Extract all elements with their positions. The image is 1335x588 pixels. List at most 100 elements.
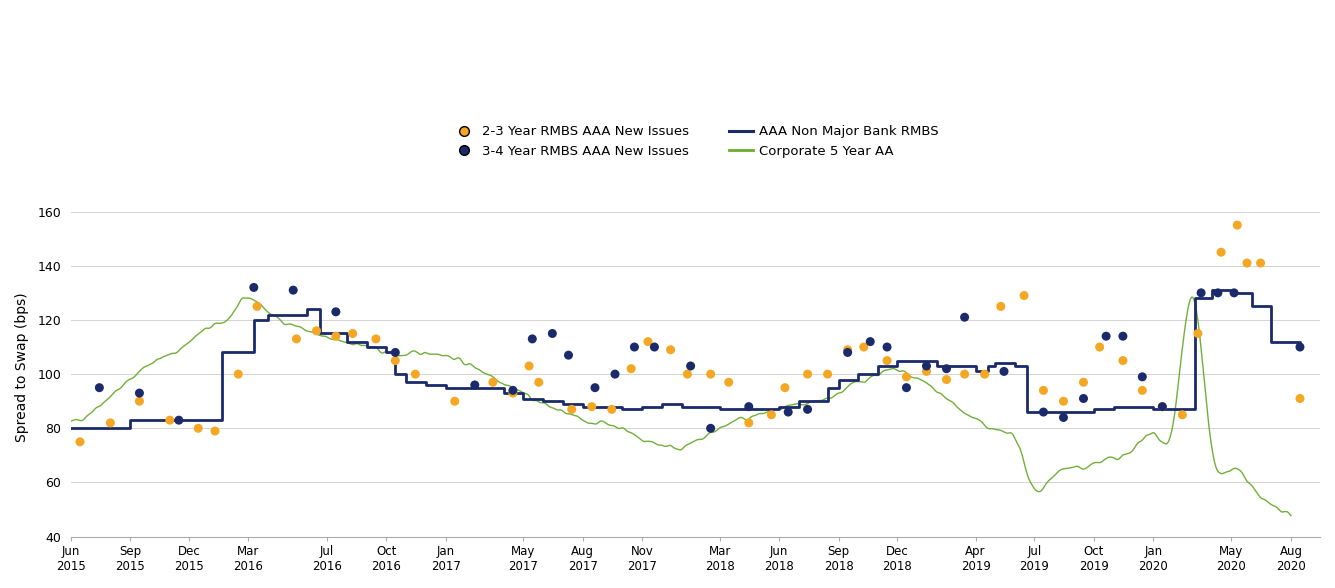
Point <box>168 416 190 425</box>
Point <box>1132 386 1153 395</box>
Point <box>100 418 121 427</box>
Point <box>1112 332 1133 341</box>
Point <box>326 307 347 316</box>
Point <box>955 313 976 322</box>
Point <box>637 337 658 346</box>
Point <box>1250 258 1271 268</box>
Point <box>936 375 957 384</box>
Point <box>204 426 226 436</box>
Point <box>797 405 818 414</box>
Point <box>991 302 1012 311</box>
Point <box>128 389 150 398</box>
Point <box>623 342 645 352</box>
Point <box>761 410 782 419</box>
Point <box>1053 396 1075 406</box>
Point <box>1236 258 1258 268</box>
Point <box>482 377 503 387</box>
Point <box>621 364 642 373</box>
Point <box>1073 394 1095 403</box>
Point <box>955 369 976 379</box>
Point <box>384 356 406 365</box>
Point <box>1187 329 1208 338</box>
Point <box>306 326 327 336</box>
Point <box>680 361 701 370</box>
Point <box>518 361 539 370</box>
Point <box>445 396 466 406</box>
Point <box>1033 407 1055 417</box>
Point <box>738 418 760 427</box>
Point <box>677 369 698 379</box>
Point <box>837 345 858 355</box>
Point <box>738 402 760 412</box>
Point <box>1191 288 1212 298</box>
Point <box>1132 372 1153 382</box>
Point <box>227 369 248 379</box>
Point <box>700 423 721 433</box>
Point <box>700 369 721 379</box>
Point <box>1053 413 1075 422</box>
Point <box>405 369 426 379</box>
Point <box>88 383 109 392</box>
Point <box>1227 220 1248 230</box>
Point <box>797 369 818 379</box>
Point <box>581 402 602 412</box>
Point <box>1290 394 1311 403</box>
Point <box>817 369 838 379</box>
Point <box>993 367 1015 376</box>
Point <box>975 369 996 379</box>
Point <box>601 405 622 414</box>
Point <box>837 348 858 357</box>
Point <box>876 356 897 365</box>
Point <box>774 383 796 392</box>
Point <box>1152 402 1173 412</box>
Legend: 2-3 Year RMBS AAA New Issues, 3-4 Year RMBS AAA New Issues, AAA Non Major Bank R: 2-3 Year RMBS AAA New Issues, 3-4 Year R… <box>447 120 944 163</box>
Point <box>860 337 881 346</box>
Point <box>1172 410 1193 419</box>
Point <box>247 302 268 311</box>
Point <box>659 345 681 355</box>
Point <box>936 364 957 373</box>
Point <box>876 342 897 352</box>
Point <box>643 342 665 352</box>
Point <box>896 383 917 392</box>
Point <box>243 283 264 292</box>
Y-axis label: Spread to Swap (bps): Spread to Swap (bps) <box>15 293 29 442</box>
Point <box>1223 288 1244 298</box>
Point <box>777 407 798 417</box>
Point <box>718 377 740 387</box>
Point <box>502 389 523 398</box>
Point <box>1152 402 1173 412</box>
Point <box>558 350 579 360</box>
Point <box>522 334 543 343</box>
Point <box>283 285 304 295</box>
Point <box>561 405 582 414</box>
Point <box>465 380 486 390</box>
Point <box>1207 288 1228 298</box>
Point <box>1112 356 1133 365</box>
Point <box>585 383 606 392</box>
Point <box>896 372 917 382</box>
Point <box>916 361 937 370</box>
Point <box>529 377 550 387</box>
Point <box>916 367 937 376</box>
Point <box>502 386 523 395</box>
Point <box>326 332 347 341</box>
Point <box>187 423 208 433</box>
Point <box>605 369 626 379</box>
Point <box>542 329 563 338</box>
Point <box>1290 342 1311 352</box>
Point <box>1033 386 1055 395</box>
Point <box>342 329 363 338</box>
Point <box>286 334 307 343</box>
Point <box>159 416 180 425</box>
Point <box>1013 291 1035 300</box>
Point <box>1089 342 1111 352</box>
Point <box>366 334 387 343</box>
Point <box>853 342 874 352</box>
Point <box>69 437 91 446</box>
Point <box>1211 248 1232 257</box>
Point <box>1096 332 1117 341</box>
Point <box>128 396 150 406</box>
Point <box>384 348 406 357</box>
Point <box>1073 377 1095 387</box>
